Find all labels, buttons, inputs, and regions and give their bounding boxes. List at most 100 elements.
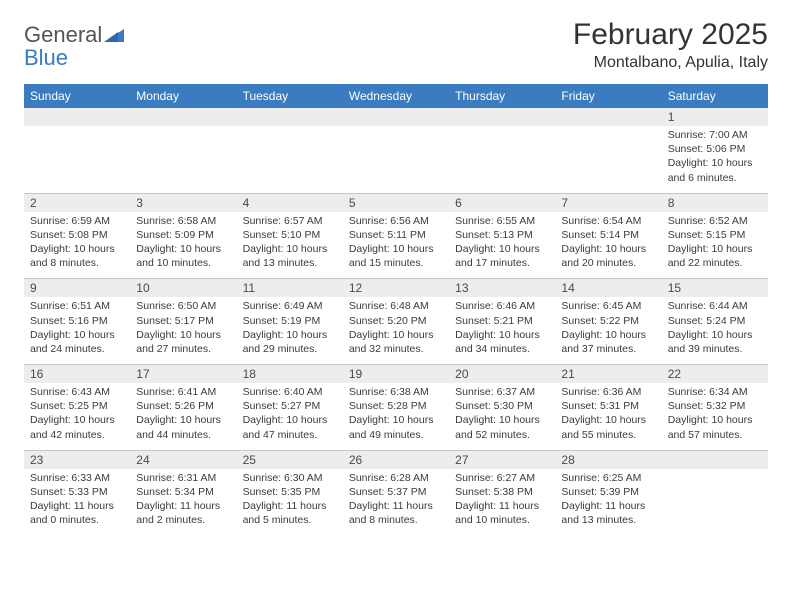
- date-number: 18: [237, 365, 343, 383]
- date-number: [130, 108, 236, 126]
- date-row: 2345678: [24, 193, 768, 212]
- daylight-text: Daylight: 10 hours and 20 minutes.: [561, 242, 655, 270]
- day-cell: [555, 126, 661, 193]
- sunrise-text: Sunrise: 6:57 AM: [243, 214, 337, 228]
- daylight-text: Daylight: 10 hours and 24 minutes.: [30, 328, 124, 356]
- day-cell: Sunrise: 6:45 AMSunset: 5:22 PMDaylight:…: [555, 297, 661, 364]
- daylight-text: Daylight: 10 hours and 49 minutes.: [349, 413, 443, 441]
- date-number: 7: [555, 194, 661, 212]
- day-cell: Sunrise: 6:56 AMSunset: 5:11 PMDaylight:…: [343, 212, 449, 279]
- date-number: 9: [24, 279, 130, 297]
- sunset-text: Sunset: 5:15 PM: [668, 228, 762, 242]
- sunset-text: Sunset: 5:30 PM: [455, 399, 549, 413]
- sunset-text: Sunset: 5:21 PM: [455, 314, 549, 328]
- date-number: [449, 108, 555, 126]
- daylight-text: Daylight: 10 hours and 32 minutes.: [349, 328, 443, 356]
- sunrise-text: Sunrise: 6:40 AM: [243, 385, 337, 399]
- day-cell: Sunrise: 6:40 AMSunset: 5:27 PMDaylight:…: [237, 383, 343, 450]
- daylight-text: Daylight: 10 hours and 13 minutes.: [243, 242, 337, 270]
- day-cell: Sunrise: 6:58 AMSunset: 5:09 PMDaylight:…: [130, 212, 236, 279]
- day-cell: Sunrise: 6:44 AMSunset: 5:24 PMDaylight:…: [662, 297, 768, 364]
- sunrise-text: Sunrise: 6:36 AM: [561, 385, 655, 399]
- sunrise-text: Sunrise: 6:55 AM: [455, 214, 549, 228]
- sunset-text: Sunset: 5:28 PM: [349, 399, 443, 413]
- date-number: 3: [130, 194, 236, 212]
- daylight-text: Daylight: 10 hours and 8 minutes.: [30, 242, 124, 270]
- sunset-text: Sunset: 5:27 PM: [243, 399, 337, 413]
- sunset-text: Sunset: 5:22 PM: [561, 314, 655, 328]
- daylight-text: Daylight: 10 hours and 34 minutes.: [455, 328, 549, 356]
- content-row: Sunrise: 6:33 AMSunset: 5:33 PMDaylight:…: [24, 469, 768, 536]
- date-row: 16171819202122: [24, 364, 768, 383]
- sunrise-text: Sunrise: 6:50 AM: [136, 299, 230, 313]
- date-number: 6: [449, 194, 555, 212]
- date-number: 21: [555, 365, 661, 383]
- sunrise-text: Sunrise: 6:34 AM: [668, 385, 762, 399]
- sunrise-text: Sunrise: 6:41 AM: [136, 385, 230, 399]
- content-row: Sunrise: 6:51 AMSunset: 5:16 PMDaylight:…: [24, 297, 768, 364]
- sunrise-text: Sunrise: 6:46 AM: [455, 299, 549, 313]
- day-cell: Sunrise: 6:30 AMSunset: 5:35 PMDaylight:…: [237, 469, 343, 536]
- sunrise-text: Sunrise: 7:00 AM: [668, 128, 762, 142]
- sunset-text: Sunset: 5:34 PM: [136, 485, 230, 499]
- sunset-text: Sunset: 5:09 PM: [136, 228, 230, 242]
- sunset-text: Sunset: 5:13 PM: [455, 228, 549, 242]
- day-cell: [343, 126, 449, 193]
- daylight-text: Daylight: 10 hours and 52 minutes.: [455, 413, 549, 441]
- daylight-text: Daylight: 11 hours and 10 minutes.: [455, 499, 549, 527]
- day-cell: Sunrise: 6:57 AMSunset: 5:10 PMDaylight:…: [237, 212, 343, 279]
- day-cell: Sunrise: 7:00 AMSunset: 5:06 PMDaylight:…: [662, 126, 768, 193]
- daylight-text: Daylight: 10 hours and 22 minutes.: [668, 242, 762, 270]
- date-number: [555, 108, 661, 126]
- day-cell: Sunrise: 6:25 AMSunset: 5:39 PMDaylight:…: [555, 469, 661, 536]
- sunset-text: Sunset: 5:33 PM: [30, 485, 124, 499]
- sunrise-text: Sunrise: 6:28 AM: [349, 471, 443, 485]
- day-header: Saturday: [662, 84, 768, 108]
- daylight-text: Daylight: 11 hours and 0 minutes.: [30, 499, 124, 527]
- sunset-text: Sunset: 5:11 PM: [349, 228, 443, 242]
- daylight-text: Daylight: 11 hours and 5 minutes.: [243, 499, 337, 527]
- sunrise-text: Sunrise: 6:37 AM: [455, 385, 549, 399]
- date-number: 14: [555, 279, 661, 297]
- content-row: Sunrise: 7:00 AMSunset: 5:06 PMDaylight:…: [24, 126, 768, 193]
- logo: General Blue: [24, 18, 124, 70]
- date-number: 19: [343, 365, 449, 383]
- day-cell: Sunrise: 6:41 AMSunset: 5:26 PMDaylight:…: [130, 383, 236, 450]
- date-number: 15: [662, 279, 768, 297]
- date-number: 2: [24, 194, 130, 212]
- day-cell: Sunrise: 6:54 AMSunset: 5:14 PMDaylight:…: [555, 212, 661, 279]
- day-cell: Sunrise: 6:37 AMSunset: 5:30 PMDaylight:…: [449, 383, 555, 450]
- day-cell: Sunrise: 6:49 AMSunset: 5:19 PMDaylight:…: [237, 297, 343, 364]
- sunrise-text: Sunrise: 6:54 AM: [561, 214, 655, 228]
- daylight-text: Daylight: 10 hours and 57 minutes.: [668, 413, 762, 441]
- date-number: 11: [237, 279, 343, 297]
- sunset-text: Sunset: 5:31 PM: [561, 399, 655, 413]
- daylight-text: Daylight: 10 hours and 37 minutes.: [561, 328, 655, 356]
- day-cell: Sunrise: 6:34 AMSunset: 5:32 PMDaylight:…: [662, 383, 768, 450]
- sunrise-text: Sunrise: 6:48 AM: [349, 299, 443, 313]
- sunset-text: Sunset: 5:24 PM: [668, 314, 762, 328]
- sunset-text: Sunset: 5:16 PM: [30, 314, 124, 328]
- daylight-text: Daylight: 10 hours and 29 minutes.: [243, 328, 337, 356]
- sunset-text: Sunset: 5:19 PM: [243, 314, 337, 328]
- daylight-text: Daylight: 10 hours and 15 minutes.: [349, 242, 443, 270]
- sunset-text: Sunset: 5:06 PM: [668, 142, 762, 156]
- sunset-text: Sunset: 5:20 PM: [349, 314, 443, 328]
- sunrise-text: Sunrise: 6:52 AM: [668, 214, 762, 228]
- sunset-text: Sunset: 5:08 PM: [30, 228, 124, 242]
- sunrise-text: Sunrise: 6:45 AM: [561, 299, 655, 313]
- sunset-text: Sunset: 5:35 PM: [243, 485, 337, 499]
- day-cell: [662, 469, 768, 536]
- date-number: 22: [662, 365, 768, 383]
- logo-word1: General: [24, 22, 102, 47]
- date-number: 17: [130, 365, 236, 383]
- month-title: February 2025: [573, 18, 768, 52]
- daylight-text: Daylight: 10 hours and 39 minutes.: [668, 328, 762, 356]
- date-number: 24: [130, 451, 236, 469]
- day-cell: Sunrise: 6:48 AMSunset: 5:20 PMDaylight:…: [343, 297, 449, 364]
- day-cell: Sunrise: 6:28 AMSunset: 5:37 PMDaylight:…: [343, 469, 449, 536]
- daylight-text: Daylight: 11 hours and 8 minutes.: [349, 499, 443, 527]
- content-row: Sunrise: 6:43 AMSunset: 5:25 PMDaylight:…: [24, 383, 768, 450]
- day-header: Friday: [555, 84, 661, 108]
- day-header-row: Sunday Monday Tuesday Wednesday Thursday…: [24, 84, 768, 108]
